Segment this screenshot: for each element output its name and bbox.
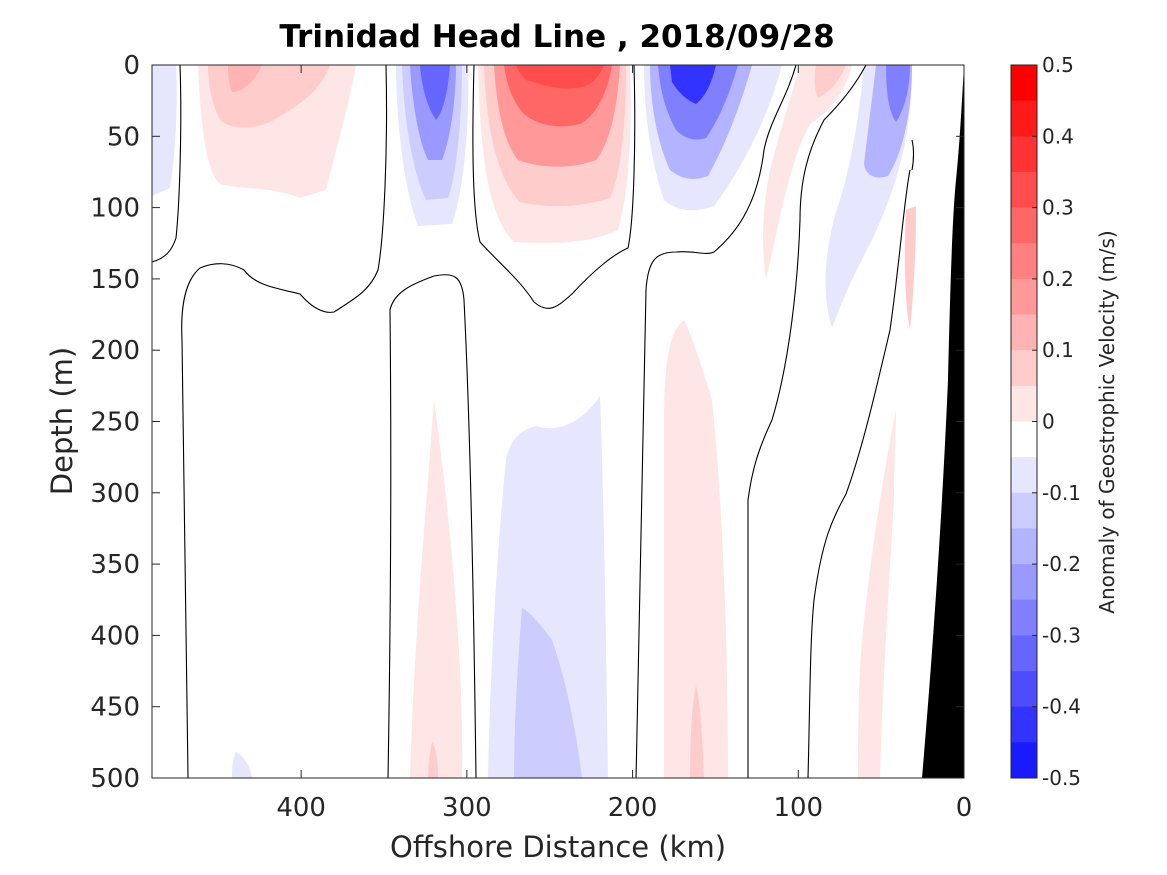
colorbar-band [1011,278,1037,315]
x-tick-label: 400 [276,793,326,823]
colorbar: 0.5 0.4 0.3 0.2 0.1 0 -0.1 -0.2 -0.3 -0.4 -0.5 [1010,53,1081,790]
colorbar-tick-label: -0.4 [1042,695,1081,719]
x-axis: 400 300 200 100 0 [276,65,972,823]
positive-cell-50km-deep [858,410,896,778]
zero-contour-3 [387,274,477,778]
colorbar-band [1011,635,1037,672]
y-tick-label: 500 [90,764,140,794]
colorbar-tick-label: 0.2 [1042,267,1074,291]
x-tick-label: 300 [442,793,492,823]
colorbar-band [1011,171,1037,208]
positive-cell-160km-deep-core [690,686,704,778]
zero-contour-8 [911,139,915,171]
positive-cell-320km-deep-core [428,742,438,778]
colorbar-tick-label: -0.2 [1042,552,1081,576]
zero-contour-7 [807,169,911,778]
y-tick-label: 250 [90,408,140,438]
colorbar-tick-label: 0.4 [1042,124,1074,148]
colorbar-band [1011,314,1037,351]
colorbar-band [1011,706,1037,743]
colorbar-title: Anomaly of Geostrophic Velocity (m/s) [1095,230,1119,613]
y-tick-label: 300 [90,479,140,509]
colorbar-band [1011,243,1037,280]
negative-cell-480km [152,65,177,196]
colorbar-tick-label: -0.3 [1042,623,1081,647]
positive-cell-320km-deep [410,400,463,778]
positive-cell-160km-deep [664,320,728,778]
zero-contour-5 [635,65,797,778]
positive-cell-95km-core [814,65,846,98]
colorbar-tick-label: -0.1 [1042,481,1081,505]
x-tick-label: 200 [608,793,658,823]
y-tick-label: 100 [90,194,140,224]
colorbar-band [1011,136,1037,173]
colorbar-band [1011,65,1037,101]
bathymetry [922,65,964,778]
y-tick-label: 50 [107,122,140,152]
contour-fills [152,65,916,778]
zero-contours [152,65,915,778]
colorbar-band [1011,421,1037,458]
y-tick-label: 400 [90,621,140,651]
zero-contour-2 [181,65,388,778]
y-axis-title: Depth (m) [45,347,79,495]
positive-cell-250km-e [516,65,604,89]
colorbar-tick-label: 0.1 [1042,338,1074,362]
negative-cell-55km-c [886,65,910,122]
zero-contour-6 [747,65,867,778]
colorbar-band [1011,492,1037,529]
x-axis-title: Offshore Distance (km) [390,830,726,864]
colorbar-band [1011,742,1037,779]
colorbar-band [1011,350,1037,387]
colorbar-band [1011,457,1037,494]
y-tick-label: 200 [90,336,140,366]
negative-cell-165km-d [670,65,716,104]
y-tick-label: 150 [90,265,140,295]
y-tick-label: 450 [90,693,140,723]
chart-title: Trinidad Head Line , 2018/09/28 [279,19,834,55]
negative-cell-250km-deep-core [514,608,582,778]
colorbar-band [1011,599,1037,636]
colorbar-band [1011,564,1037,601]
colorbar-tick-label: -0.5 [1042,766,1081,790]
plot-area [151,64,965,779]
colorbar-band [1011,671,1037,707]
y-tick-label: 350 [90,550,140,580]
colorbar-tick-label: 0 [1042,410,1055,434]
x-tick-label: 0 [956,793,973,823]
x-tick-label: 100 [773,793,823,823]
negative-cell-318km-d [420,65,450,120]
colorbar-band [1011,528,1037,565]
colorbar-band [1011,100,1037,137]
colorbar-band [1011,207,1037,244]
negative-blob-440km [232,752,252,778]
positive-cell-95km [763,65,852,280]
zero-contour-4 [472,65,636,309]
positive-sliver-30km [904,206,916,330]
colorbar-band [1011,385,1037,422]
colorbar-tick-label: 0.5 [1042,53,1074,77]
colorbar-tick-label: 0.3 [1042,196,1074,220]
y-tick-label: 0 [123,51,140,81]
positive-cell-410km-peak [228,65,262,92]
y-axis: 0 50 100 150 200 250 300 350 400 450 500 [90,51,964,794]
zero-contour-1 [152,65,182,263]
